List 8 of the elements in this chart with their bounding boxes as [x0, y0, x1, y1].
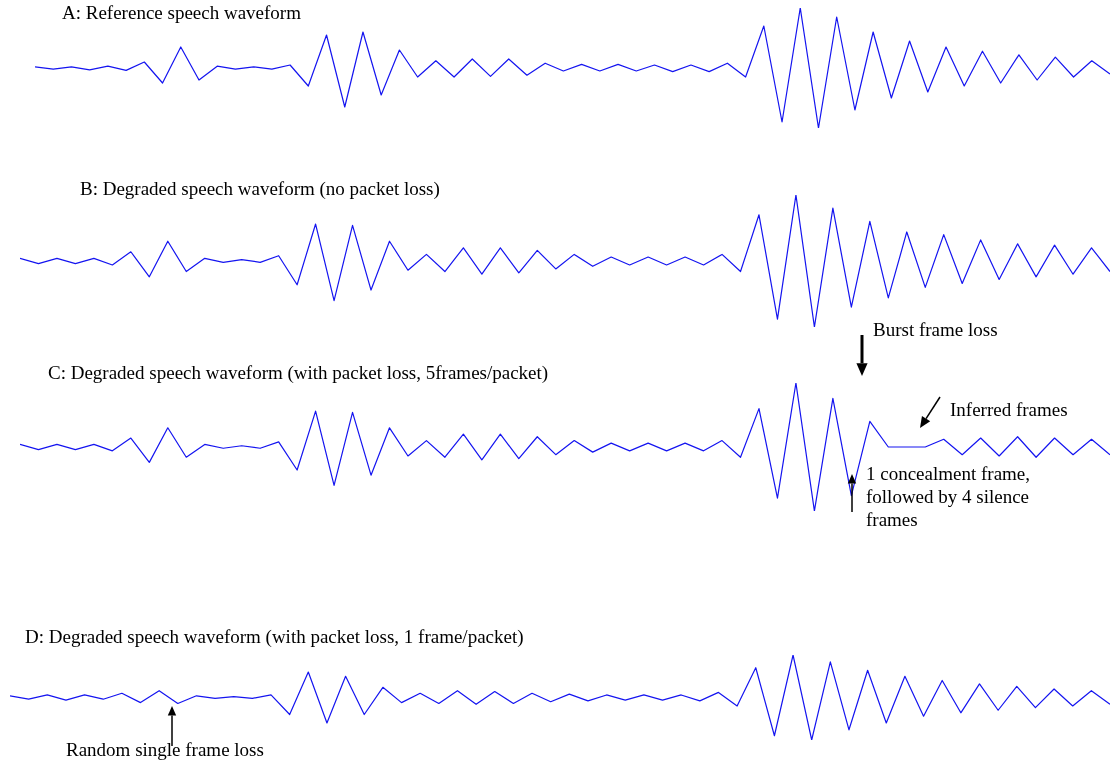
annotation: 1 concealment frame, followed by 4 silence frames: [866, 462, 1032, 531]
chart-title: A: Reference speech waveform: [62, 2, 301, 24]
annotation: Burst frame loss: [873, 318, 999, 341]
chart-title: C: Degraded speech waveform (with packet loss, 5frames/packet): [48, 362, 549, 384]
annotation: Inferred frames: [950, 398, 1069, 421]
chart-title: D: Degraded speech waveform (with packet loss, 1 frame/packet): [25, 626, 524, 648]
chart-title: B: Degraded speech waveform (no packet loss): [80, 178, 440, 200]
annotation: Random single frame loss: [66, 738, 265, 761]
